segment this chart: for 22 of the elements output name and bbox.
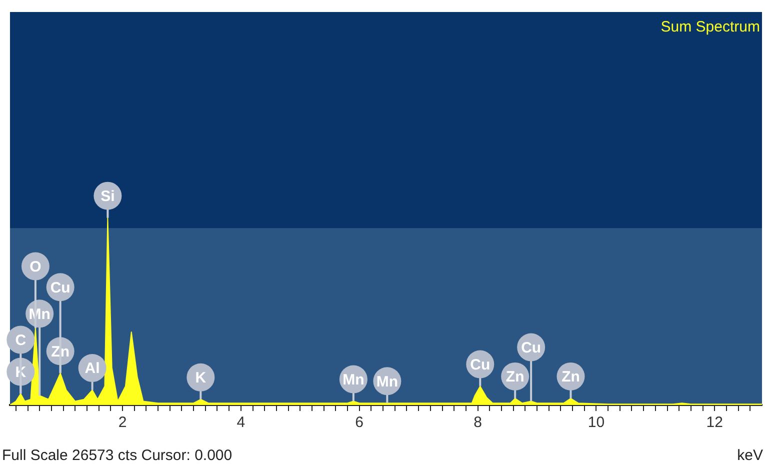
annotation: Al xyxy=(84,360,100,378)
x-tick-label: 2 xyxy=(118,414,127,432)
x-tick-label: 10 xyxy=(588,414,605,432)
x-tick-label: 4 xyxy=(236,414,246,432)
x-axis-title: keV xyxy=(737,447,763,464)
annotation: Zn xyxy=(506,368,524,386)
x-tick-label: 8 xyxy=(474,414,482,432)
text: Full Scale 26573 cts Cursor: 0.000 xyxy=(2,447,232,464)
annotation: O xyxy=(30,258,42,276)
x-tick-label: 6 xyxy=(355,414,364,432)
annotation: Zn xyxy=(562,368,580,386)
annotation: Mn xyxy=(342,371,364,388)
annotation: Cu xyxy=(50,279,70,296)
chart-title: Sum Spectrum xyxy=(660,18,760,36)
annotation: C xyxy=(15,332,26,349)
annotation: K xyxy=(195,370,206,387)
x-tick-label: 12 xyxy=(706,414,723,432)
annotation: Mn xyxy=(376,373,398,390)
annotation: Cu xyxy=(470,356,490,374)
annotation: Cu xyxy=(521,339,542,356)
annotation: Zn xyxy=(51,343,70,360)
annotation: Si xyxy=(100,188,115,205)
